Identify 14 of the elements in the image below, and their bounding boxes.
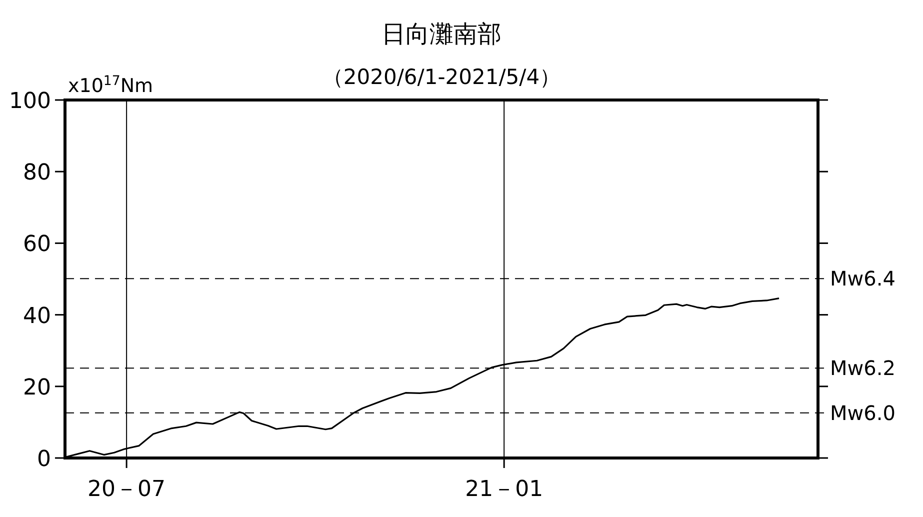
- x-tick-label: 20－07: [88, 477, 166, 502]
- chart-title: 日向灘南部: [382, 20, 502, 48]
- ref-line-label: Mw6.4: [830, 266, 896, 291]
- y-tick-label: 60: [23, 232, 51, 258]
- y-tick-label: 100: [9, 89, 51, 114]
- x-tick-label: 21－01: [465, 477, 544, 502]
- y-tick-label: 0: [37, 447, 51, 472]
- y-tick-label: 80: [23, 160, 51, 186]
- y-tick-label: 20: [23, 375, 51, 400]
- ref-line-label: Mw6.0: [830, 400, 896, 425]
- y-tick-label: 40: [23, 304, 51, 329]
- y-axis-title: x10$^{17}$Nm: [68, 74, 154, 97]
- ref-line-label: Mw6.2: [830, 356, 896, 380]
- chart-subtitle: （2020/6/1-2021/5/4）: [322, 65, 561, 89]
